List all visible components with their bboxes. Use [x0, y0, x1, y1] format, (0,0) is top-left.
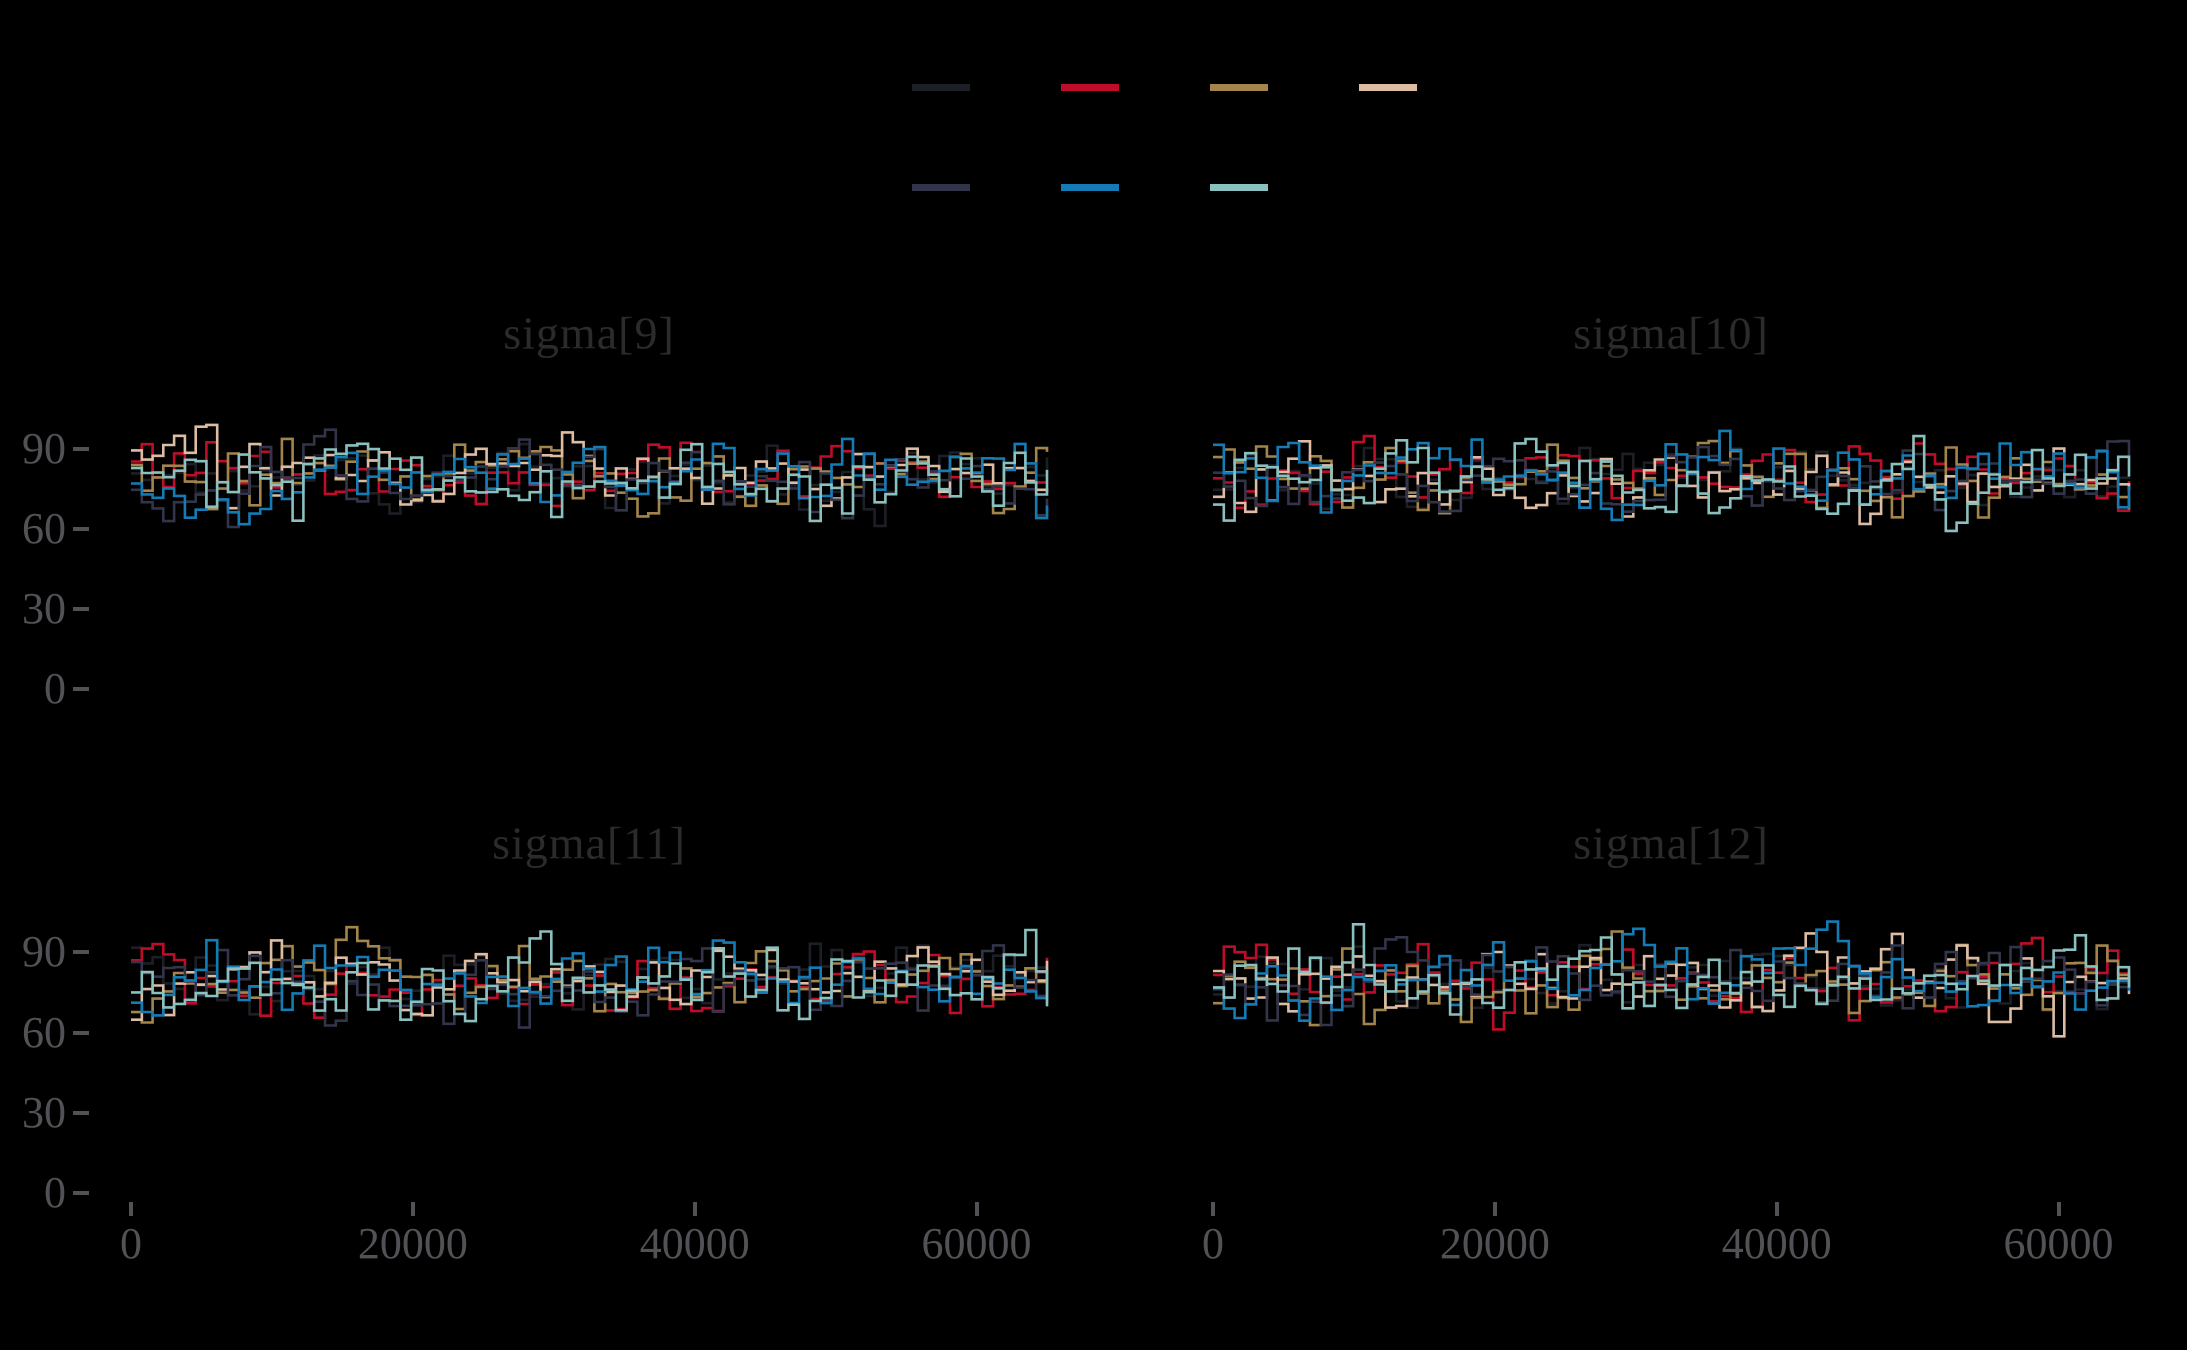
trace-sigma[11]-chain-7 — [131, 928, 1049, 1023]
x-tick-mark — [2056, 1202, 2061, 1216]
legend-key-chain-2 — [1061, 84, 1119, 91]
legend-key-chain-7 — [1210, 184, 1268, 191]
x-tick-label: 40000 — [1721, 1219, 1832, 1268]
y-tick-label: 30 — [22, 583, 66, 633]
x-tick-mark — [410, 1202, 415, 1216]
y-tick-label: 0 — [44, 1168, 66, 1217]
y-tick-mark — [73, 950, 89, 955]
y-tick-label: 90 — [22, 423, 66, 473]
x-tick-label: 0 — [1202, 1219, 1224, 1268]
trace-sigma[12]-chain-7 — [1213, 923, 2131, 1016]
trace-sigma[10]-chain-7 — [1213, 434, 2131, 533]
x-tick-mark — [974, 1202, 979, 1216]
y-tick-label: 30 — [22, 1087, 66, 1137]
y-tick-mark — [73, 1191, 89, 1195]
panel-title: sigma[10] — [1573, 307, 1769, 359]
x-tick-mark — [129, 1202, 133, 1216]
y-tick-mark — [73, 606, 89, 611]
panel-title: sigma[9] — [503, 307, 675, 359]
legend-key-chain-5 — [912, 184, 970, 191]
y-tick-mark — [73, 1110, 89, 1115]
y-tick-label: 60 — [22, 503, 66, 553]
trace-sigma[11]-chain-4 — [131, 939, 1049, 1021]
y-tick-mark — [73, 526, 89, 531]
x-tick-mark — [1774, 1202, 1779, 1216]
trace-sigma[9]-chain-7 — [131, 442, 1049, 523]
legend-key-chain-3 — [1210, 84, 1268, 91]
x-tick-mark — [1492, 1202, 1497, 1216]
trace-sigma[12]-chain-6 — [1213, 920, 2131, 1022]
x-tick-label: 20000 — [357, 1219, 468, 1268]
trace-sigma[10]-chain-6 — [1213, 429, 2131, 522]
x-tick-label: 20000 — [1439, 1219, 1550, 1268]
y-tick-mark — [73, 446, 89, 451]
panel-title: sigma[11] — [492, 817, 686, 869]
legend-key-chain-6 — [1061, 184, 1119, 191]
x-tick-label: 40000 — [639, 1219, 750, 1268]
x-tick-label: 60000 — [921, 1219, 1032, 1268]
x-tick-label: 60000 — [2003, 1219, 2114, 1268]
panel-title: sigma[12] — [1573, 817, 1769, 869]
y-tick-label: 60 — [22, 1007, 66, 1057]
x-tick-mark — [692, 1202, 697, 1216]
trace-sigma[12]-chain-2 — [1213, 936, 2131, 1031]
legend-key-chain-4 — [1359, 84, 1417, 91]
x-tick-mark — [1211, 1202, 1215, 1216]
trace-sigma[12]-chain-4 — [1213, 932, 2131, 1038]
trace-sigma[10]-chain-3 — [1213, 439, 2131, 519]
trace-sigma[12]-chain-5 — [1213, 936, 2131, 1027]
y-tick-mark — [73, 687, 89, 691]
y-tick-mark — [73, 1030, 89, 1035]
legend-key-chain-1 — [912, 84, 970, 91]
trace-sigma[12]-chain-3 — [1213, 930, 2131, 1027]
y-tick-label: 0 — [44, 664, 66, 713]
x-tick-label: 0 — [120, 1219, 142, 1268]
y-tick-label: 90 — [22, 927, 66, 977]
